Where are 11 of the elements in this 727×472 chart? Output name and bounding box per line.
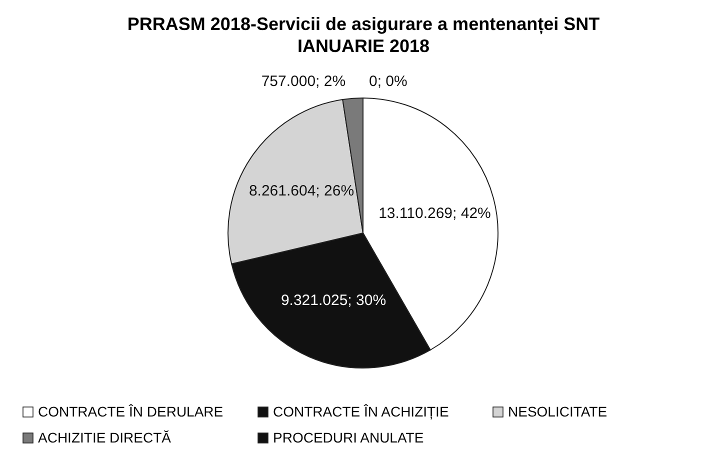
data-label: 9.321.025; 30% [280,292,386,310]
legend-label: NESOLICITATE [508,404,608,420]
legend-label: PROCEDURI ANULATE [273,430,424,446]
data-label: 8.261.604; 26% [248,182,354,200]
data-label: 757.000; 2% [261,73,346,90]
legend-label: ACHIZITIE DIRECTĂ [38,430,172,446]
legend-label: CONTRACTE ÎN ACHIZIȚIE [273,404,449,420]
data-label: 13.110.269; 42% [378,204,491,222]
legend-label: CONTRACTE ÎN DERULARE [38,404,224,420]
text: 0; 0% [369,72,408,90]
chart-title: PRRASM 2018-Servicii de asigurare a mentenanței SNT IANUARIE 2018 [127,14,600,56]
